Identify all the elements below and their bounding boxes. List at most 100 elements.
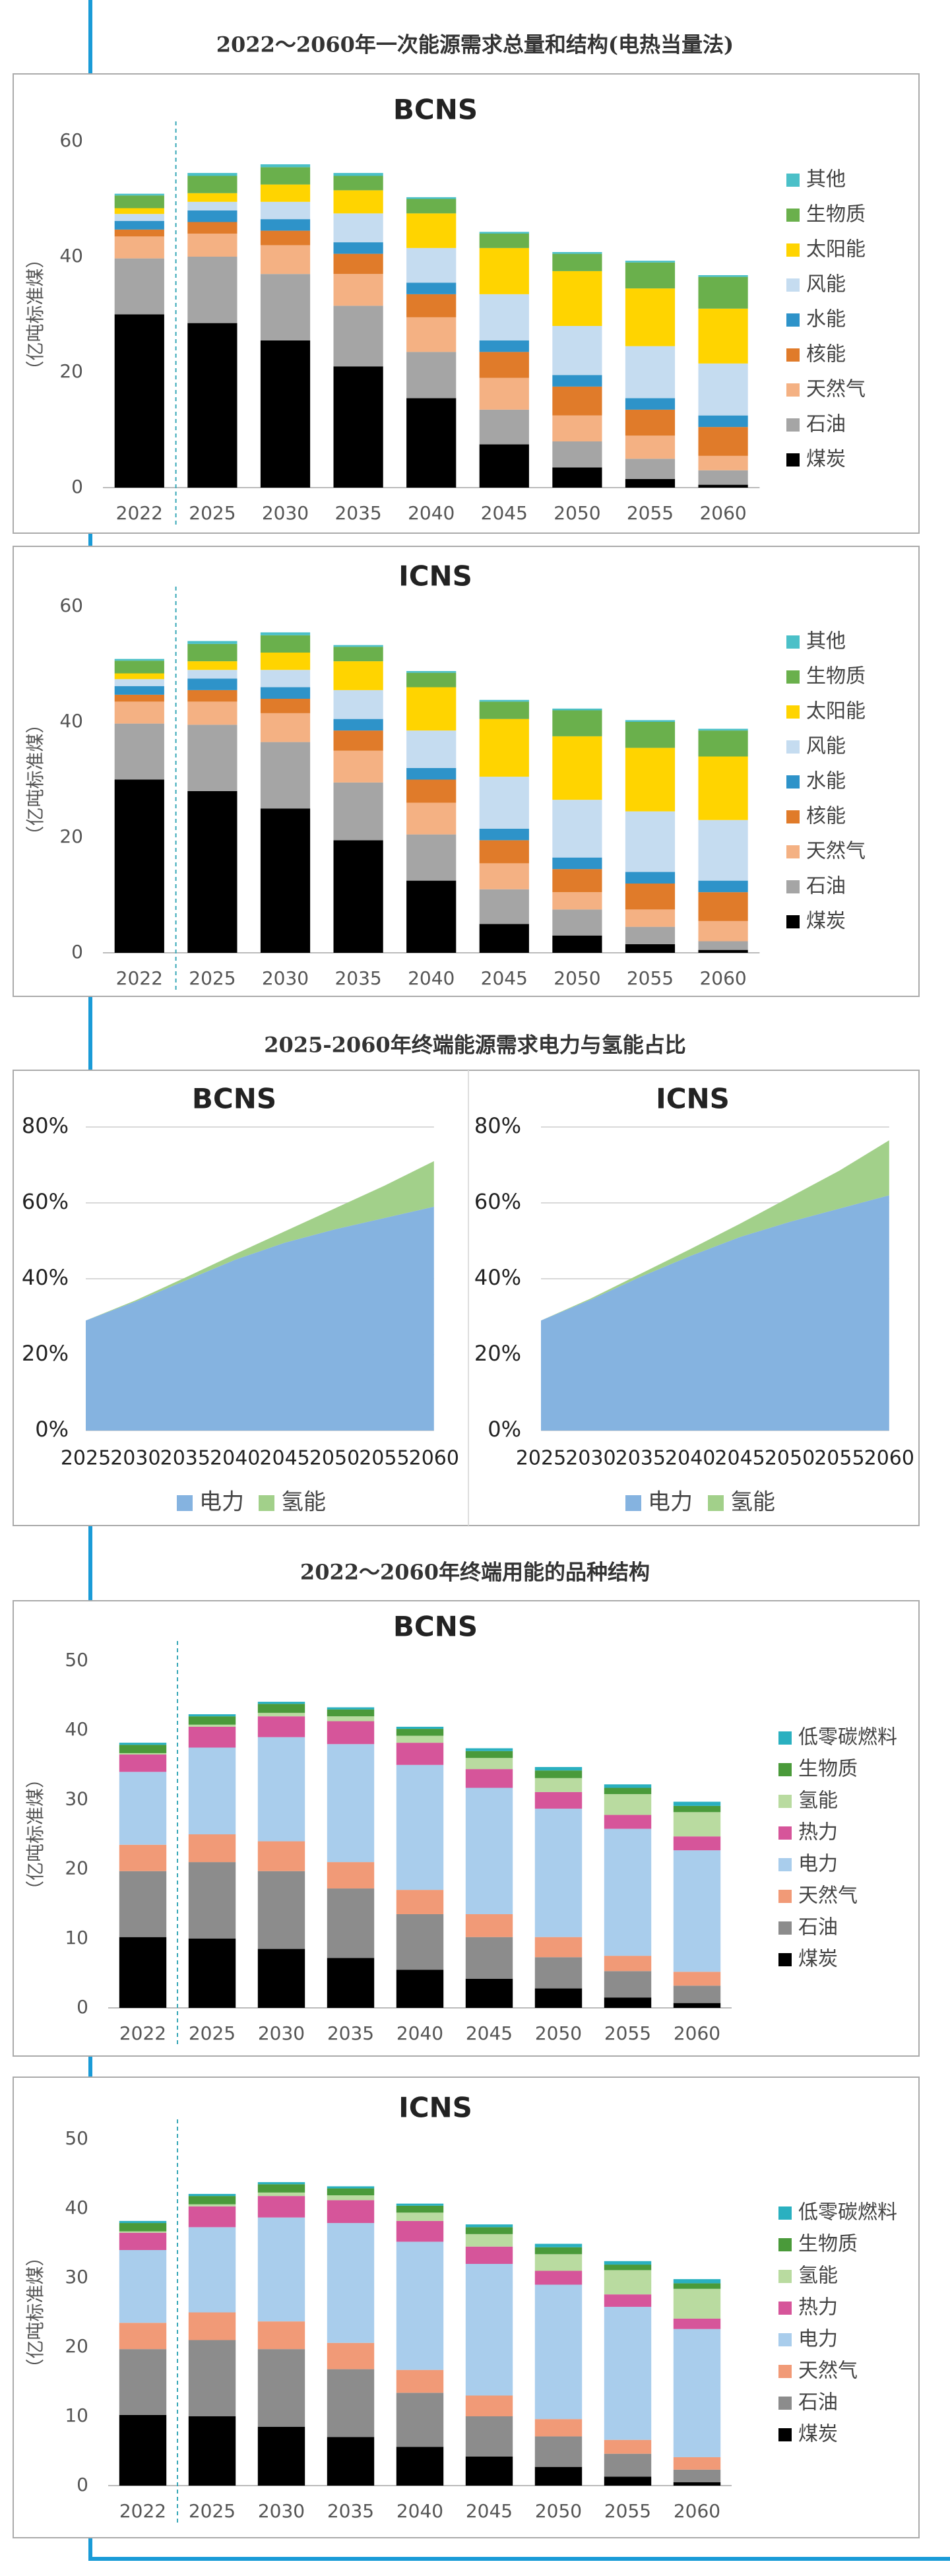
bar-segment: [333, 176, 383, 191]
y-tick-label: 60%: [22, 1189, 69, 1214]
legend-swatch: [786, 174, 800, 187]
bar-segment: [406, 672, 457, 688]
bar-segment: [673, 2318, 721, 2329]
bar-segment: [257, 1702, 305, 1704]
legend-label: 核能: [806, 343, 846, 366]
bar-segment: [119, 2414, 167, 2486]
bar-segment: [119, 1753, 167, 1755]
bar-segment: [625, 872, 676, 884]
legend-label: 氢能: [730, 1489, 775, 1516]
bar-segment: [119, 1743, 167, 1745]
bar-segment: [327, 1707, 375, 1710]
bar-segment: [119, 1745, 167, 1753]
legend-swatch: [625, 1495, 641, 1511]
y-tick-label: 40%: [22, 1265, 69, 1290]
x-tick-label: 2045: [466, 2500, 513, 2522]
legend-label: 太阳能: [806, 700, 866, 723]
bar-segment: [257, 1841, 305, 1871]
bar-segment: [327, 2223, 375, 2343]
bar-segment: [333, 719, 383, 731]
bar-segment: [552, 935, 602, 953]
bar-segment: [698, 941, 748, 950]
bar-segment: [333, 647, 383, 662]
bar-segment: [188, 2204, 236, 2206]
bar-segment: [552, 467, 602, 488]
bar-segment: [625, 262, 676, 289]
bar-segment: [114, 779, 164, 953]
bar-segment: [327, 1744, 375, 1863]
bar-segment: [406, 294, 457, 317]
bar-segment: [333, 242, 383, 254]
bar-segment: [333, 253, 383, 274]
bar-segment: [673, 1836, 721, 1851]
chart-title: ICNS: [656, 1083, 730, 1115]
bar-segment: [604, 2294, 652, 2307]
bar-segment: [465, 1769, 513, 1788]
legend-swatch: [786, 810, 800, 823]
legend-swatch: [778, 1763, 792, 1776]
bar-segment: [673, 2329, 721, 2457]
bar-segment: [698, 728, 748, 731]
bar-segment: [257, 2192, 305, 2197]
chart-title: BCNS: [393, 94, 478, 126]
bar-segment: [698, 730, 748, 757]
y-tick-label: 0: [71, 476, 83, 498]
bar-segment: [673, 2457, 721, 2470]
x-tick-label: 2060: [699, 967, 746, 989]
x-tick-label: 2050: [554, 502, 600, 524]
bar-segment: [625, 722, 676, 748]
bar-segment: [188, 2340, 236, 2416]
x-tick-label: 2035: [327, 2500, 374, 2522]
bar-segment: [333, 840, 383, 953]
x-tick-label: 2025: [189, 2500, 236, 2522]
bar-segment: [114, 659, 164, 661]
bar-segment: [552, 710, 602, 736]
bar-segment: [119, 2349, 167, 2415]
bar-segment: [114, 673, 164, 680]
bar-segment: [333, 690, 383, 719]
x-tick-label: 2055: [604, 2022, 651, 2044]
bar-segment: [465, 1787, 513, 1914]
bar-segment: [604, 1956, 652, 1972]
y-tick-label: 60: [59, 129, 83, 151]
y-tick-label: 20: [65, 2335, 88, 2357]
y-tick-label: 0: [77, 2474, 88, 2496]
bar-segment: [396, 1970, 444, 2008]
legend-label: 电力: [199, 1489, 244, 1516]
bar-segment: [119, 1937, 167, 2008]
y-axis-label: （亿吨标准煤）: [24, 2247, 46, 2377]
legend-swatch: [778, 2333, 792, 2346]
bar-segment: [333, 366, 383, 488]
bar-segment: [673, 2469, 721, 2482]
legend-label: 煤炭: [806, 448, 846, 471]
bar-segment: [625, 261, 676, 263]
bar-segment: [552, 736, 602, 800]
x-tick-label: 2050: [535, 2022, 582, 2044]
bar-segment: [465, 1978, 513, 2008]
bar-segment: [625, 288, 676, 346]
legend-swatch: [177, 1495, 193, 1511]
bar-segment: [188, 1714, 236, 1717]
bar-segment: [406, 671, 457, 673]
legend-label: 热力: [798, 2296, 838, 2319]
bar-segment: [119, 1871, 167, 1937]
x-tick-label: 2030: [262, 967, 309, 989]
bar-segment: [604, 1997, 652, 2008]
bar-segment: [327, 1888, 375, 1958]
x-tick-label: 2022: [119, 2500, 166, 2522]
bar-segment: [114, 723, 164, 780]
bar-segment: [604, 2439, 652, 2454]
bar-segment: [187, 661, 238, 670]
y-tick-label: 20: [59, 360, 83, 382]
bar-segment: [604, 2453, 652, 2477]
bar-segment: [396, 2203, 444, 2206]
x-tick-label: 2050: [309, 1447, 360, 1470]
bar-segment: [188, 2206, 236, 2228]
bar-segment: [406, 197, 457, 199]
bar-segment: [406, 398, 457, 488]
bar-segment: [673, 1805, 721, 1813]
bar-segment: [327, 2437, 375, 2486]
bar-segment: [188, 1747, 236, 1834]
bar-segment: [406, 802, 457, 835]
bar-segment: [188, 2196, 236, 2205]
